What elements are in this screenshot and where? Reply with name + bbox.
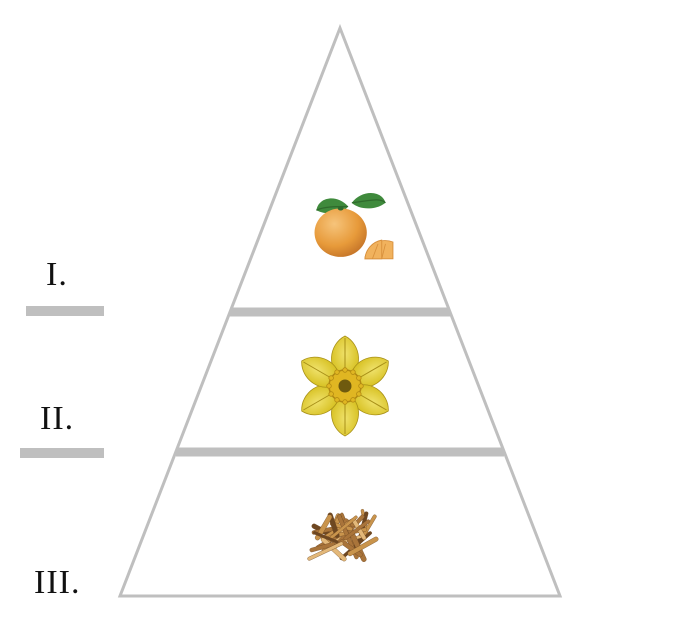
tier-label-base: III. [34,564,80,602]
tier-underline-top [26,306,104,316]
fragrance-pyramid: I. II. III. [0,0,680,630]
tangerine-icon [302,186,398,270]
tier-label-middle: II. [40,400,74,438]
daffodil-icon [280,326,410,446]
sandalwood-icon [284,474,404,570]
tier-underline-middle [20,448,104,458]
tier-label-top: I. [46,256,68,294]
